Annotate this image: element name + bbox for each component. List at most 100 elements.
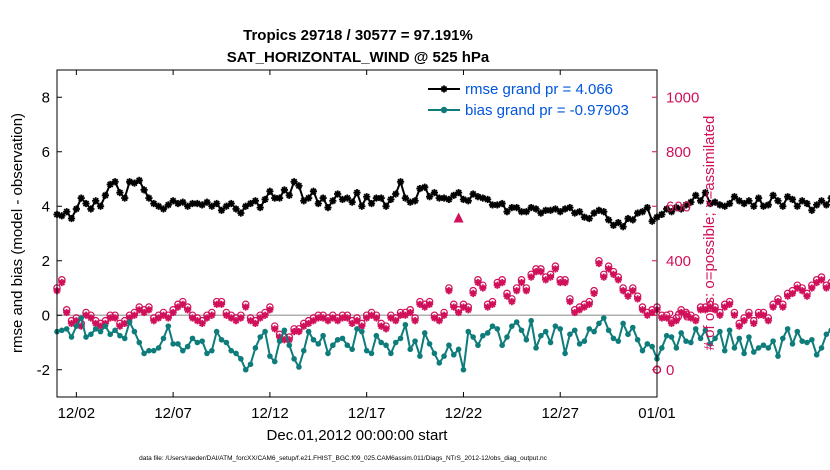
bias-point	[673, 345, 680, 351]
obs-assimilated-point	[474, 278, 482, 287]
obs-assimilated-point	[256, 314, 264, 322]
rmse-point	[217, 206, 226, 214]
obs-assimilated-point	[629, 287, 637, 295]
obs-assimilated-point	[222, 311, 230, 319]
rmse-point	[740, 199, 748, 208]
obs-assimilated-point	[827, 282, 830, 289]
x-tick-label: 12/27	[541, 405, 579, 422]
rmse-point	[701, 189, 709, 197]
rmse-point	[140, 186, 148, 194]
rmse-point	[300, 197, 308, 205]
obs-assimilated-point	[769, 303, 777, 311]
bias-point	[330, 342, 336, 349]
obs-assimilated-point	[459, 303, 468, 311]
bias-point	[392, 339, 399, 346]
rmse-point	[774, 197, 782, 205]
obs-possible-point	[827, 278, 830, 287]
bias-point	[310, 336, 317, 343]
bias-point	[557, 326, 564, 332]
rmse-point	[358, 202, 366, 210]
obs-assimilated-point	[159, 311, 168, 319]
rmse-point	[121, 194, 129, 202]
obs-assimilated-point	[546, 273, 555, 281]
bias-point	[523, 336, 530, 343]
obs-assimilated-point	[571, 308, 579, 317]
bias-point	[286, 342, 293, 349]
rmse-point	[638, 208, 647, 216]
rmse-point	[227, 199, 235, 208]
obs-assimilated-point	[455, 308, 463, 317]
bias-point	[446, 342, 452, 349]
obs-assimilated-point	[67, 319, 76, 328]
obs-assimilated-point	[711, 306, 719, 314]
obs-assimilated-point	[672, 317, 680, 325]
obs-assimilated-point	[164, 314, 172, 322]
bias-point	[228, 347, 234, 354]
bias-point	[441, 353, 447, 359]
bias-point	[610, 335, 617, 342]
x-axis-label: Dec.01,2012 00:00:00 start	[267, 427, 449, 444]
bias-point	[131, 328, 138, 335]
rmse-point	[242, 202, 250, 210]
rmse-point	[271, 194, 279, 202]
bias-point	[707, 341, 714, 347]
obs-assimilated-point	[730, 311, 739, 319]
rmse-point	[696, 197, 705, 205]
rmse-point	[411, 197, 419, 205]
bias-point	[760, 342, 767, 349]
rmse-point	[348, 198, 356, 206]
bias-point	[397, 335, 404, 342]
rmse-point	[430, 189, 439, 197]
obs-assimilated-point	[184, 306, 192, 314]
bias-point	[59, 327, 65, 334]
legend-bias-label: bias grand pr = -0.97903	[465, 102, 629, 119]
rmse-point	[469, 190, 477, 198]
obs-assimilated-point	[663, 314, 671, 322]
obs-assimilated-point	[445, 287, 453, 295]
bias-point	[721, 347, 728, 354]
bias-point	[571, 327, 578, 334]
bias-point	[663, 332, 670, 339]
obs-assimilated-point	[750, 319, 758, 328]
bias-point	[581, 338, 588, 344]
bias-point	[562, 350, 568, 357]
rmse-point	[667, 208, 676, 216]
bias-point	[823, 331, 830, 338]
bias-point	[509, 323, 515, 329]
obs-assimilated-point	[517, 278, 526, 287]
bias-point	[247, 361, 254, 368]
bias-point	[78, 315, 84, 321]
rmse-point	[817, 197, 826, 205]
obs-assimilated-point	[411, 317, 419, 325]
rmse-point	[150, 199, 158, 208]
obs-assimilated-point	[130, 311, 139, 319]
obs-assimilated-point	[430, 314, 439, 322]
y-right-tick-label: 600	[666, 198, 691, 215]
obs-assimilated-point	[808, 284, 816, 292]
rmse-point	[605, 216, 613, 224]
series-layer	[53, 176, 830, 374]
obs-assimilated-point	[406, 308, 414, 317]
bias-point	[678, 330, 684, 336]
bias-point	[775, 353, 781, 359]
bias-point	[102, 323, 109, 329]
rmse-point	[92, 197, 100, 205]
bias-point	[325, 350, 331, 357]
obs-assimilated-point	[706, 303, 714, 311]
obs-assimilated-point	[135, 306, 143, 314]
bias-point	[726, 327, 733, 334]
bias-point	[755, 345, 762, 351]
rmse-point	[169, 197, 177, 205]
obs-assimilated-point	[779, 303, 787, 311]
obs-assimilated-point	[566, 298, 574, 306]
rmse-point	[392, 190, 400, 198]
rmse-point	[87, 205, 95, 213]
bias-point	[194, 339, 201, 346]
obs-assimilated-point	[334, 317, 342, 325]
bias-point	[320, 332, 326, 339]
obs-assimilated-point	[87, 314, 95, 322]
rmse-point	[377, 194, 385, 202]
obs-assimilated-point	[295, 328, 303, 336]
bias-point	[88, 331, 94, 338]
